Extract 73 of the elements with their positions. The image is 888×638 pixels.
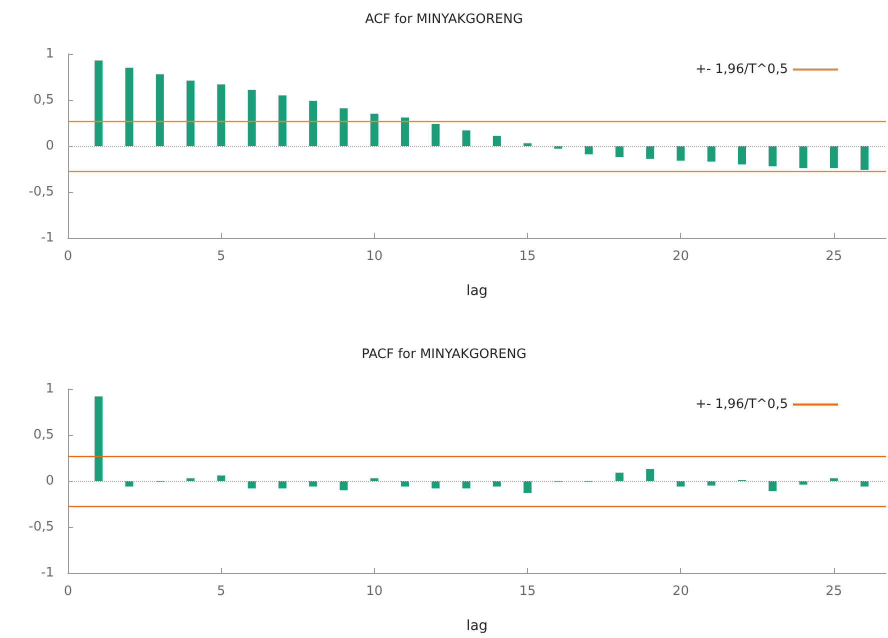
legend-label: +- 1,96/T^0,5 [695,62,788,77]
bar [340,481,348,490]
bar [278,481,286,488]
bar [309,100,318,146]
bar [462,130,470,146]
bar [646,469,654,481]
bar [432,481,440,488]
legend-label: +- 1,96/T^0,5 [695,397,788,412]
y-tick-label: 0,5 [33,428,54,442]
bar [462,481,470,488]
bar [217,475,226,481]
bar [738,146,746,164]
bar [94,396,103,481]
bar [492,481,501,487]
bar [370,478,378,481]
bar [186,80,195,146]
bar [799,146,808,168]
bar [860,146,869,170]
x-tick-label: 25 [826,249,842,264]
x-tick-label: 10 [366,584,383,599]
bar [217,84,226,146]
x-tick-label: 20 [672,249,690,264]
bar [707,146,716,162]
bar [186,478,195,481]
bar [432,124,440,146]
bar [646,146,654,159]
y-tick-label: 0 [46,138,54,154]
x-tick-label: 15 [519,249,536,264]
y-tick-label: 1 [46,382,54,396]
bar [248,90,256,146]
y-tick-label: 0 [46,474,54,488]
chart-title: ACF for MINYAKGORENG [365,12,523,27]
bar [524,143,532,146]
bar [676,481,685,487]
bar [248,481,256,488]
bar [370,114,378,146]
x-tick-label: 0 [64,584,72,599]
bar [401,481,410,487]
bar [676,146,685,161]
y-tick-label: -0,5 [28,520,54,534]
x-tick-label: 10 [366,249,383,264]
bar [768,146,777,166]
y-tick-label: -0,5 [28,184,54,200]
x-tick-label: 0 [64,249,72,264]
bar [830,478,838,481]
y-tick-label: -1 [41,566,54,580]
bar [156,74,164,146]
bar [492,136,501,146]
x-tick-label: 20 [672,584,690,599]
x-tick-label: 5 [217,249,226,264]
bar [615,472,624,481]
bar [401,117,410,146]
bar [615,146,624,158]
x-tick-label: 25 [826,584,842,599]
y-tick-label: 1 [46,46,54,62]
bar [768,481,777,492]
x-axis-title: lag [466,618,488,634]
x-tick-label: 15 [519,584,536,599]
bar [94,60,103,146]
chart-title: PACF for MINYAKGORENG [362,347,526,362]
bar [278,95,286,146]
bar [340,108,348,146]
bar [524,481,532,493]
bar [830,146,838,168]
bar [584,146,593,154]
bar [125,68,134,146]
y-tick-label: 0,5 [33,92,54,108]
bar [860,481,869,487]
y-tick-label: -1 [41,230,54,246]
x-axis-title: lag [466,283,488,299]
bar [309,481,318,487]
bar [125,481,134,487]
x-tick-label: 5 [217,584,226,599]
